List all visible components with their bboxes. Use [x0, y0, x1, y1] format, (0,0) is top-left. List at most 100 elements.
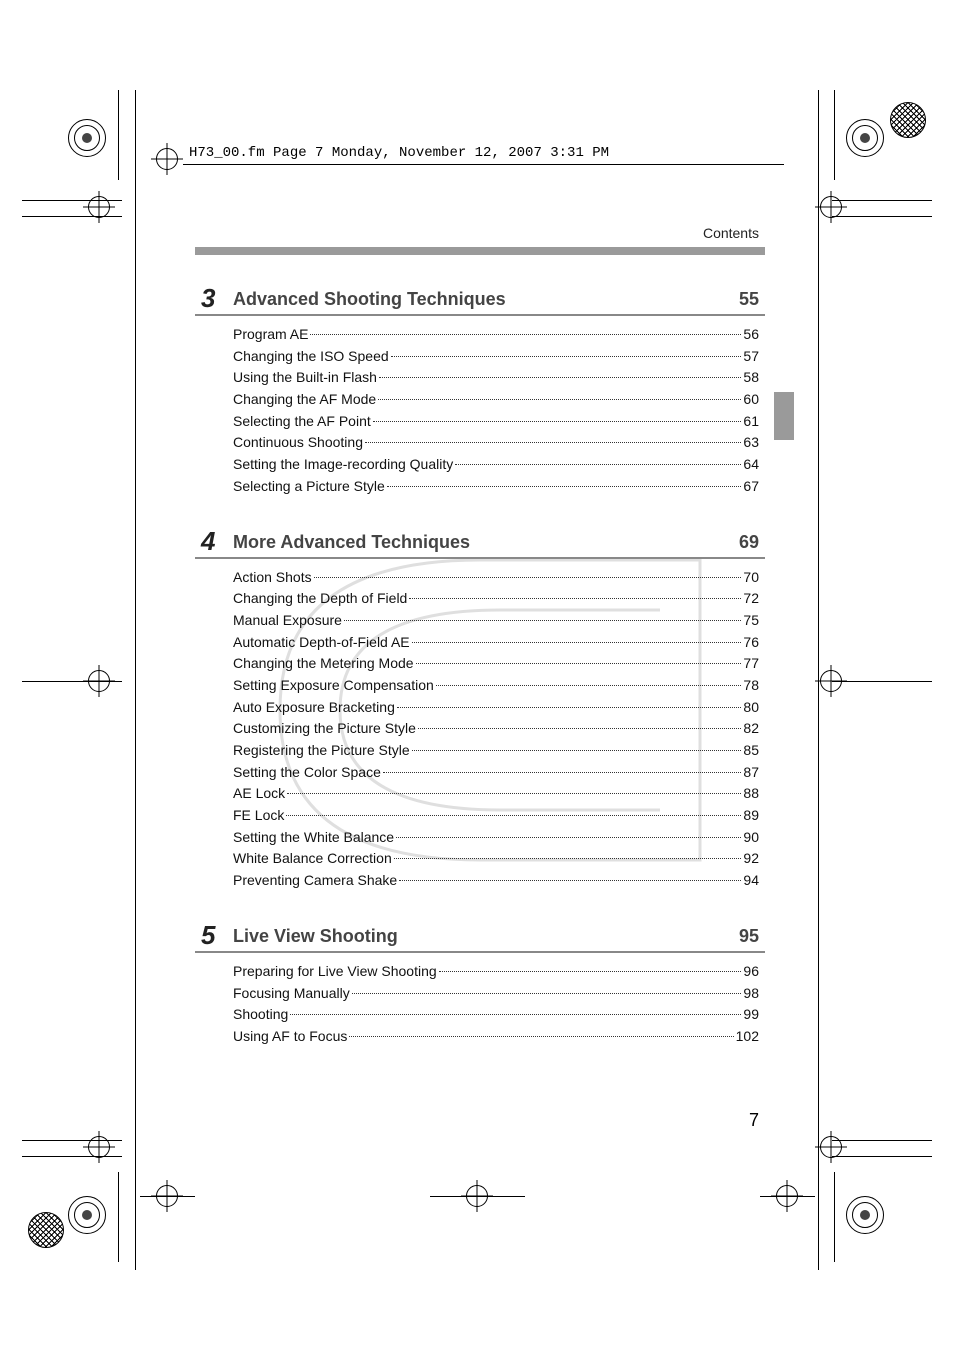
reg-hash-tr	[890, 102, 926, 138]
toc-leader-dots	[365, 442, 741, 443]
section-header: 3Advanced Shooting Techniques55	[195, 283, 765, 316]
toc-label: Automatic Depth-of-Field AE	[233, 632, 410, 654]
toc-label: Setting the Color Space	[233, 762, 381, 784]
reg-circle-icon	[776, 1185, 798, 1207]
toc-leader-dots	[396, 837, 741, 838]
toc-label: Program AE	[233, 324, 308, 346]
toc-row: Registering the Picture Style 85	[233, 740, 765, 762]
toc-leader-dots	[310, 334, 741, 335]
toc-leader-dots	[416, 663, 742, 664]
crop-line	[834, 90, 835, 180]
toc-row: Preparing for Live View Shooting 96	[233, 961, 765, 983]
crop-line	[118, 1172, 119, 1262]
reg-target-bl	[68, 1196, 106, 1234]
reg-hash-bl	[28, 1212, 64, 1248]
crop-line	[22, 216, 122, 217]
toc-page: 76	[743, 632, 765, 654]
reg-circle-icon	[88, 196, 110, 218]
crop-line	[832, 1140, 932, 1141]
toc-section: 4More Advanced Techniques69Action Shots7…	[195, 526, 765, 892]
toc-leader-dots	[378, 399, 741, 400]
chapter-page: 55	[725, 283, 765, 314]
toc-list: Preparing for Live View Shooting96Focusi…	[195, 961, 765, 1048]
toc-page: 85	[743, 740, 765, 762]
toc-row: Automatic Depth-of-Field AE 76	[233, 632, 765, 654]
toc-leader-dots	[383, 772, 742, 773]
toc-page: 58	[743, 367, 765, 389]
header-grey-bar	[195, 247, 765, 255]
toc-page: 87	[743, 762, 765, 784]
reg-circle-icon	[820, 670, 842, 692]
toc-label: Focusing Manually	[233, 983, 350, 1005]
toc-label: Selecting a Picture Style	[233, 476, 385, 498]
toc-row: Using the Built-in Flash 58	[233, 367, 765, 389]
toc-page: 98	[743, 983, 765, 1005]
toc-page: 96	[743, 961, 765, 983]
toc-row: Setting Exposure Compensation78	[233, 675, 765, 697]
crop-line	[832, 200, 932, 201]
toc-row: Action Shots70	[233, 567, 765, 589]
crop-line	[832, 216, 932, 217]
chapter-title: Live View Shooting	[231, 920, 725, 951]
toc-leader-dots	[314, 577, 742, 578]
toc-label: Preparing for Live View Shooting	[233, 961, 437, 983]
toc-label: Using the Built-in Flash	[233, 367, 377, 389]
reg-circle-icon	[88, 1136, 110, 1158]
toc-leader-dots	[397, 707, 742, 708]
toc-page: 64	[743, 454, 765, 476]
toc-label: Manual Exposure	[233, 610, 342, 632]
toc-label: Changing the ISO Speed	[233, 346, 389, 368]
toc-row: White Balance Correction92	[233, 848, 765, 870]
section-header: 4More Advanced Techniques69	[195, 526, 765, 559]
toc-list: Program AE56Changing the ISO Speed57Usin…	[195, 324, 765, 498]
chapter-number: 4	[195, 526, 231, 557]
toc-row: Continuous Shooting63	[233, 432, 765, 454]
reg-circle-icon	[156, 148, 178, 170]
toc-row: Setting the Image-recording Quality64	[233, 454, 765, 476]
toc-leader-dots	[399, 880, 741, 881]
toc-leader-dots	[412, 642, 742, 643]
toc-leader-dots	[439, 971, 742, 972]
print-header-text: H73_00.fm Page 7 Monday, November 12, 20…	[183, 145, 615, 161]
crop-line	[834, 1172, 835, 1262]
reg-circle-icon	[466, 1185, 488, 1207]
toc-page: 60	[743, 389, 765, 411]
toc-section: 5Live View Shooting95 Preparing for Live …	[195, 920, 765, 1048]
toc-label: Changing the AF Mode	[233, 389, 376, 411]
reg-circle-icon	[820, 196, 842, 218]
crop-line	[832, 1156, 932, 1157]
toc-row: Customizing the Picture Style82	[233, 718, 765, 740]
toc-leader-dots	[344, 620, 741, 621]
toc-leader-dots	[290, 1014, 741, 1015]
chapter-number: 5	[195, 920, 231, 951]
crop-line	[135, 90, 136, 1270]
reg-circle-icon	[820, 1136, 842, 1158]
reg-target-tr	[846, 119, 884, 157]
toc-page: 89	[743, 805, 765, 827]
toc-row: FE Lock 89	[233, 805, 765, 827]
toc-page: 75	[743, 610, 765, 632]
toc-row: AE Lock88	[233, 783, 765, 805]
toc-page: 99	[743, 1004, 765, 1026]
toc-label: Preventing Camera Shake	[233, 870, 397, 892]
toc-label: Using AF to Focus	[233, 1026, 347, 1048]
toc-label: Auto Exposure Bracketing	[233, 697, 395, 719]
toc-label: Registering the Picture Style	[233, 740, 410, 762]
toc-row: Focusing Manually 98	[233, 983, 765, 1005]
chapter-page: 69	[725, 526, 765, 557]
toc-row: Using AF to Focus102	[233, 1026, 765, 1048]
toc-label: FE Lock	[233, 805, 284, 827]
header-rule	[183, 164, 784, 165]
chapter-title: More Advanced Techniques	[231, 526, 725, 557]
toc-label: Customizing the Picture Style	[233, 718, 416, 740]
toc-page: 78	[743, 675, 765, 697]
chapter-page: 95	[725, 920, 765, 951]
crop-line	[22, 1156, 122, 1157]
toc-page: 77	[743, 653, 765, 675]
crop-line	[118, 90, 119, 180]
toc-page: 94	[743, 870, 765, 892]
toc-row: Changing the ISO Speed57	[233, 346, 765, 368]
toc-label: Action Shots	[233, 567, 312, 589]
toc-row: Program AE56	[233, 324, 765, 346]
toc-row: Selecting a Picture Style67	[233, 476, 765, 498]
